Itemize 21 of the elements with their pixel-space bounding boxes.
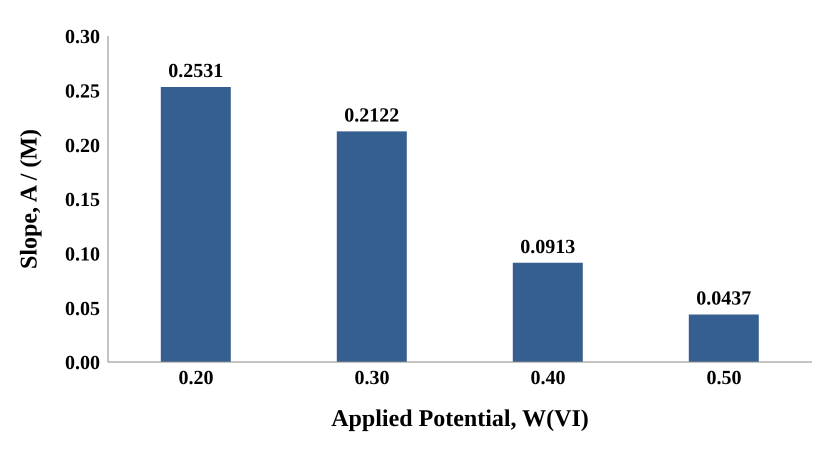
data-label: 0.0437 [696, 288, 752, 310]
x-tick-label: 0.20 [178, 367, 214, 390]
y-tick-label: 0.05 [65, 298, 100, 320]
data-label: 0.2122 [344, 104, 400, 126]
y-tick-label: 0.10 [65, 243, 100, 266]
bar [688, 314, 759, 362]
data-label: 0.0913 [520, 236, 576, 258]
x-axis-title: Applied Potential, W(VI) [331, 406, 589, 432]
bar [336, 131, 407, 362]
y-tick-label: 0.00 [65, 352, 100, 374]
y-tick-label: 0.20 [65, 134, 100, 157]
y-tick-label: 0.30 [65, 26, 100, 48]
x-tick-label: 0.40 [530, 367, 566, 390]
data-label: 0.2531 [168, 60, 224, 82]
y-axis-title: Slope, A / (M) [16, 128, 43, 270]
x-tick-label: 0.50 [706, 367, 742, 390]
y-tick-label: 0.15 [65, 189, 100, 212]
bar [512, 262, 583, 362]
y-tick-label: 0.25 [65, 80, 100, 102]
bar [160, 86, 231, 362]
x-tick-label: 0.30 [354, 367, 390, 390]
